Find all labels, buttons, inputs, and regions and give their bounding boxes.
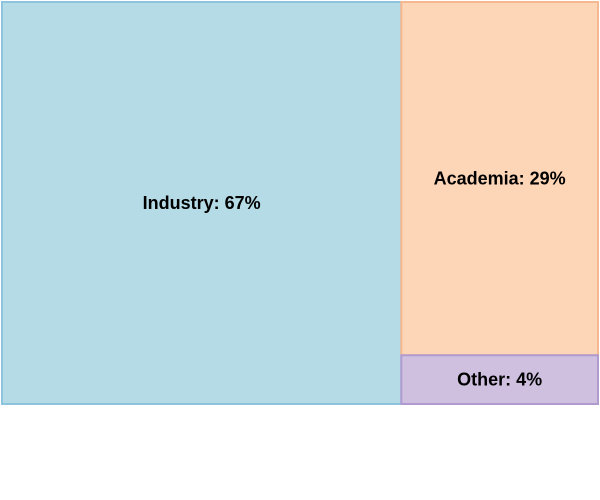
- treemap-tiles: [1, 1, 599, 406]
- tile-academia: [400, 1, 599, 357]
- treemap-labels: Industry: 67% Academia: 29% Other: 4%: [143, 169, 566, 390]
- tile-industry: [1, 1, 403, 405]
- tile-label-academia: Academia: 29%: [434, 169, 566, 189]
- tile-label-industry: Industry: 67%: [143, 193, 261, 213]
- tile-other: [400, 354, 599, 406]
- tile-label-other: Other: 4%: [457, 370, 542, 390]
